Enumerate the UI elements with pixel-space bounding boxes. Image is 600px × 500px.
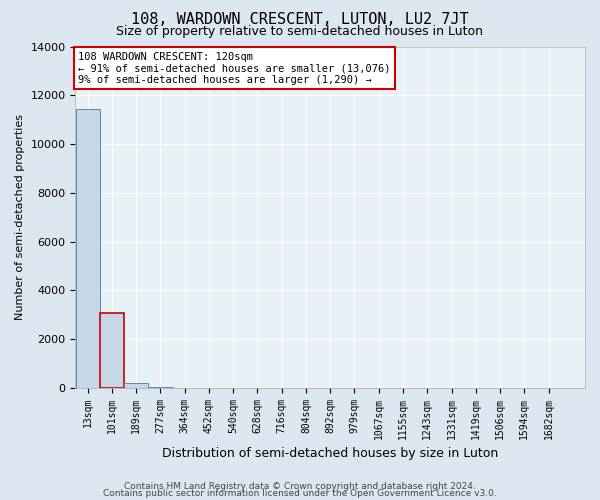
Bar [100,314,124,388]
Text: Size of property relative to semi-detached houses in Luton: Size of property relative to semi-detach… [116,25,484,38]
Text: 108, WARDOWN CRESCENT, LUTON, LU2 7JT: 108, WARDOWN CRESCENT, LUTON, LU2 7JT [131,12,469,28]
Text: 108 WARDOWN CRESCENT: 120sqm
← 91% of semi-detached houses are smaller (13,076)
: 108 WARDOWN CRESCENT: 120sqm ← 91% of se… [78,52,391,85]
Text: Contains HM Land Registry data © Crown copyright and database right 2024.: Contains HM Land Registry data © Crown c… [124,482,476,491]
Bar [124,383,148,388]
Bar [76,108,100,388]
X-axis label: Distribution of semi-detached houses by size in Luton: Distribution of semi-detached houses by … [162,447,499,460]
Y-axis label: Number of semi-detached properties: Number of semi-detached properties [15,114,25,320]
Text: Contains public sector information licensed under the Open Government Licence v3: Contains public sector information licen… [103,490,497,498]
Bar [148,387,173,388]
